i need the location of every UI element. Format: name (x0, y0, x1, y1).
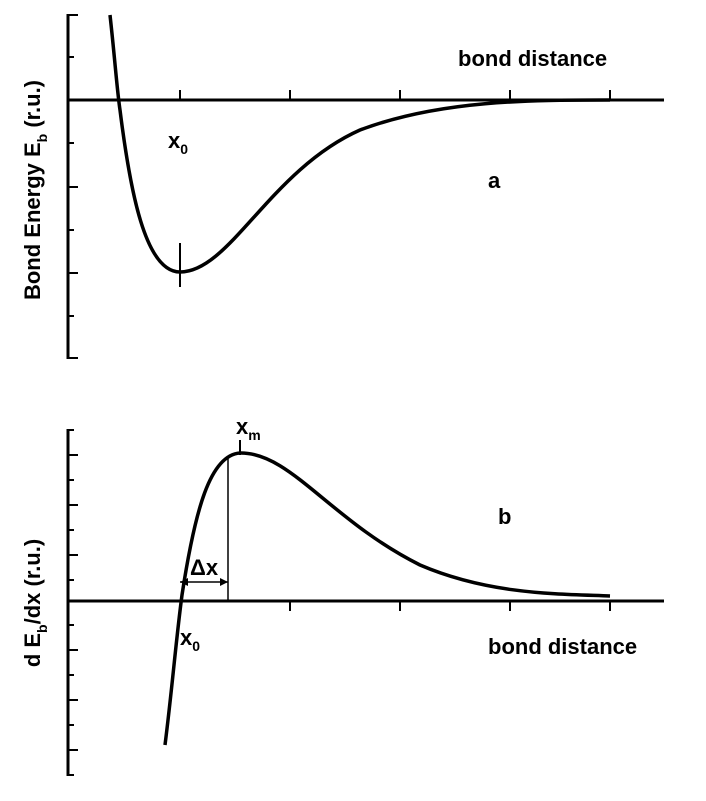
x0-label: x0 (168, 128, 188, 157)
x0-label: x0 (180, 625, 200, 654)
xm-label: xm (236, 414, 261, 443)
potential-curve (108, 14, 611, 274)
x-label: bond distance (488, 634, 637, 659)
force-curve (163, 451, 611, 746)
ticks (68, 14, 611, 359)
y-label: Bond Energy Eb (r.u.) (20, 80, 50, 300)
y-label: d Eb/dx (r.u.) (20, 539, 50, 667)
delta-label: Δx (190, 555, 219, 580)
panel-a: bond distance x0 a Bond Energy Eb (r.u.) (20, 14, 664, 359)
x-label: bond distance (458, 46, 607, 71)
ticks (68, 429, 611, 776)
panel-b: Δx xm x0 b bond distance d Eb/dx (r.u.) (20, 414, 664, 776)
panel-letter: b (498, 504, 511, 529)
panel-letter: a (488, 168, 501, 193)
